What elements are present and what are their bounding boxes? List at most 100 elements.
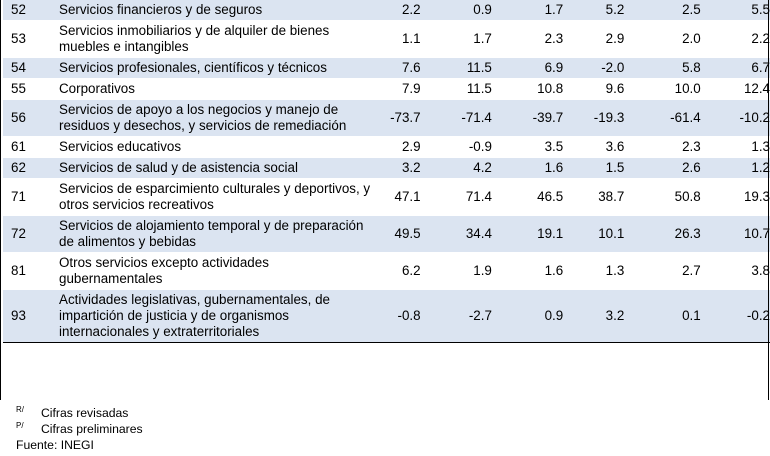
value-cell: 1.7 (491, 0, 564, 21)
footnote-preliminary: P/ Cifras preliminares (16, 421, 143, 437)
value-cell: 9.6 (563, 78, 625, 100)
value-cell: 2.5 (624, 0, 701, 21)
value-cell: 2.9 (374, 136, 421, 158)
value-cell: 2.3 (624, 136, 701, 158)
services-growth-table: 52 Servicios financieros y de seguros 2.2 0… (3, 0, 770, 343)
sector-name: Servicios de apoyo a los negocios y mane… (59, 99, 375, 137)
value-cell: 3.2 (563, 289, 625, 343)
value-cell: 1.7 (420, 20, 492, 58)
table-row: 71 Servicios de esparcimiento culturales … (3, 178, 770, 216)
table-row: 56 Servicios de apoyo a los negocios y ma… (3, 99, 770, 137)
value-cell: 10.0 (624, 78, 701, 100)
footnotes: R/ Cifras revisadas P/ Cifras preliminar… (16, 405, 143, 453)
value-cell: 2.3 (491, 20, 564, 58)
value-cell: -10.2 (700, 99, 770, 137)
sector-code: 93 (3, 289, 60, 343)
value-cell: 2.7 (624, 252, 701, 290)
left-border-line (0, 0, 1, 400)
value-cell: 10.7 (700, 215, 770, 253)
value-cell: 5.2 (563, 0, 625, 21)
sector-name: Servicios inmobiliarios y de alquiler de… (59, 20, 375, 58)
value-cell: 1.5 (563, 157, 625, 179)
value-cell: -39.7 (491, 99, 564, 137)
sector-name: Actividades legislativas, gubernamentale… (59, 289, 375, 343)
value-cell: 3.8 (700, 252, 770, 290)
sector-name: Servicios profesionales, científicos y t… (59, 57, 375, 79)
value-cell: 71.4 (420, 178, 492, 216)
value-cell: 1.2 (700, 157, 770, 179)
value-cell: 2.2 (700, 20, 770, 58)
footnote-text: Cifras preliminares (41, 422, 143, 436)
value-cell: 6.2 (374, 252, 421, 290)
value-cell: 34.4 (420, 215, 492, 253)
sector-name: Otros servicios excepto actividades gube… (59, 252, 375, 290)
table-row: 62 Servicios de salud y de asistencia soc… (3, 157, 770, 179)
sector-code: 61 (3, 136, 60, 158)
value-cell: -73.7 (374, 99, 421, 137)
value-cell: 0.1 (624, 289, 701, 343)
sector-name: Servicios educativos (59, 136, 375, 158)
value-cell: 0.9 (420, 0, 492, 21)
value-cell: 10.1 (563, 215, 625, 253)
value-cell: 5.8 (624, 57, 701, 79)
value-cell: 1.6 (491, 252, 564, 290)
value-cell: 7.6 (374, 57, 421, 79)
value-cell: -0.9 (420, 136, 492, 158)
table-row: 52 Servicios financieros y de seguros 2.2 0… (3, 0, 770, 21)
table-row: 72 Servicios de alojamiento temporal y de… (3, 215, 770, 253)
footnote-revised: R/ Cifras revisadas (16, 405, 143, 421)
value-cell: -2.7 (420, 289, 492, 343)
value-cell: 49.5 (374, 215, 421, 253)
footnote-mark: P/ (16, 421, 24, 430)
value-cell: 47.1 (374, 178, 421, 216)
sector-code: 81 (3, 252, 60, 290)
value-cell: 4.2 (420, 157, 492, 179)
value-cell: 19.1 (491, 215, 564, 253)
sector-code: 54 (3, 57, 60, 79)
value-cell: 1.1 (374, 20, 421, 58)
sector-code: 55 (3, 78, 60, 100)
table-row: 55 Corporativos 7.9 11.5 10.8 9.6 10.0 12.4 (3, 78, 770, 100)
value-cell: -0.2 (700, 289, 770, 343)
value-cell: 2.0 (624, 20, 701, 58)
value-cell: 2.6 (624, 157, 701, 179)
value-cell: 1.3 (563, 252, 625, 290)
sector-code: 53 (3, 20, 60, 58)
sector-name: Servicios de alojamiento temporal y de p… (59, 215, 375, 253)
value-cell: 5.5 (700, 0, 770, 21)
value-cell: 0.9 (491, 289, 564, 343)
sector-code: 52 (3, 0, 60, 21)
sector-code: 56 (3, 99, 60, 137)
value-cell: 46.5 (491, 178, 564, 216)
value-cell: -2.0 (563, 57, 625, 79)
value-cell: 12.4 (700, 78, 770, 100)
right-border-line (768, 0, 769, 400)
value-cell: 11.5 (420, 57, 492, 79)
table-body: 52 Servicios financieros y de seguros 2.2 0… (3, 0, 770, 343)
value-cell: -71.4 (420, 99, 492, 137)
value-cell: 6.9 (491, 57, 564, 79)
sector-name: Servicios de esparcimiento culturales y … (59, 178, 375, 216)
sector-name: Servicios de salud y de asistencia socia… (59, 157, 375, 179)
value-cell: 3.5 (491, 136, 564, 158)
value-cell: 7.9 (374, 78, 421, 100)
value-cell: 1.6 (491, 157, 564, 179)
value-cell: 50.8 (624, 178, 701, 216)
value-cell: -61.4 (624, 99, 701, 137)
sector-name: Corporativos (59, 78, 375, 100)
footnote-text: Cifras revisadas (41, 406, 129, 420)
value-cell: 26.3 (624, 215, 701, 253)
source-note: Fuente: INEGI (16, 438, 94, 452)
value-cell: 3.2 (374, 157, 421, 179)
table-row: 93 Actividades legislativas, gubernamenta… (3, 289, 770, 343)
value-cell: 19.3 (700, 178, 770, 216)
value-cell: 11.5 (420, 78, 492, 100)
sector-name: Servicios financieros y de seguros (59, 0, 375, 21)
sector-code: 71 (3, 178, 60, 216)
value-cell: 2.9 (563, 20, 625, 58)
table-row: 53 Servicios inmobiliarios y de alquiler … (3, 20, 770, 58)
value-cell: 1.9 (420, 252, 492, 290)
value-cell: 3.6 (563, 136, 625, 158)
value-cell: 38.7 (563, 178, 625, 216)
